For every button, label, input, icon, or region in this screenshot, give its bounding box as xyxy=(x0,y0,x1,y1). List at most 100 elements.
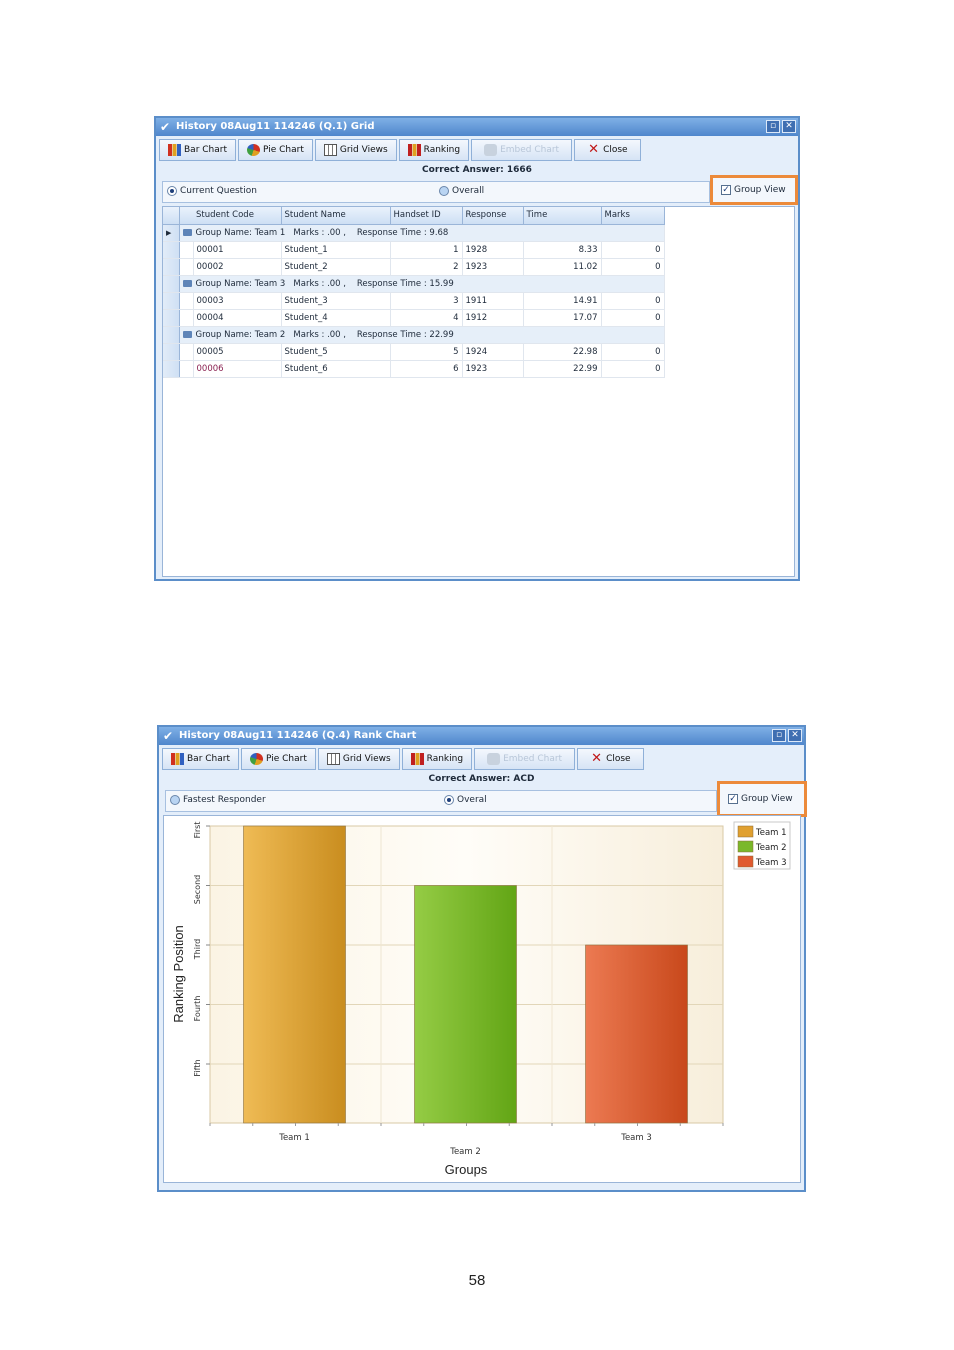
pie-chart-button[interactable]: Pie Chart xyxy=(237,139,313,161)
grid-views-button[interactable]: Grid Views xyxy=(317,748,400,770)
legend-swatch xyxy=(737,855,754,868)
collapse-icon[interactable] xyxy=(182,279,192,287)
table-row[interactable]: 00004 Student_4 4 1912 17.07 0 xyxy=(163,309,665,327)
window-title: History 08Aug11 114246 (Q.1) Grid xyxy=(176,121,375,132)
collapse-icon[interactable] xyxy=(182,330,192,338)
grid-header-row: Student Code Student Name Handset ID Res… xyxy=(163,207,665,225)
table-row[interactable]: 00002 Student_2 2 1923 11.02 0 xyxy=(163,258,665,276)
table-row[interactable]: 00003 Student_3 3 1911 14.91 0 xyxy=(163,292,665,310)
embed-icon xyxy=(487,753,501,765)
table-row[interactable]: 00001 Student_1 1 1928 8.33 0 xyxy=(163,241,665,259)
data-grid: Student Code Student Name Handset ID Res… xyxy=(162,206,795,577)
close-window-button[interactable]: ✕ xyxy=(782,120,796,133)
y-tick-label: Fifth xyxy=(193,1059,202,1076)
group-view-checkbox[interactable]: ✓ Group View xyxy=(717,781,807,817)
legend-label: Team 2 xyxy=(755,843,787,853)
grid-views-button[interactable]: Grid Views xyxy=(314,139,397,161)
chart-area: First Second Third Fourth Fifth Team 1 Team 2… xyxy=(163,815,801,1183)
grid-icon xyxy=(323,144,337,156)
radio-icon xyxy=(170,795,180,805)
row-indicator-header xyxy=(163,207,180,225)
col-response[interactable]: Response xyxy=(462,207,524,225)
close-icon: ✕ xyxy=(588,142,600,157)
options-bar: Current Question Overall xyxy=(162,181,710,203)
bar-chart-button[interactable]: Bar Chart xyxy=(159,139,236,161)
col-handset-id[interactable]: Handset ID xyxy=(390,207,463,225)
ranking-button[interactable]: Ranking xyxy=(401,748,473,770)
correct-answer: Correct Answer: ACD xyxy=(428,774,535,784)
fastest-responder-radio[interactable]: Fastest Responder xyxy=(170,795,266,805)
legend-swatch xyxy=(737,825,754,838)
y-tick-label: First xyxy=(193,822,202,839)
radio-selected-icon xyxy=(167,186,177,196)
y-tick-label: Fourth xyxy=(193,996,202,1022)
window-title: History 08Aug11 114246 (Q.4) Rank Chart xyxy=(179,730,417,741)
x-tick-label: Team 1 xyxy=(278,1133,310,1143)
overall-radio[interactable]: Overall xyxy=(439,186,484,196)
group-row[interactable]: Group Name: Team 2 Marks : .00 , Respons… xyxy=(163,326,665,344)
embed-chart-button[interactable]: Embed Chart xyxy=(471,139,573,161)
title-bar: ✔ History 08Aug11 114246 (Q.4) Rank Char… xyxy=(159,727,804,745)
bar[interactable] xyxy=(585,944,688,1124)
ranking-icon xyxy=(407,144,421,156)
x-axis-label: Groups xyxy=(445,1162,488,1177)
pie-chart-button[interactable]: Pie Chart xyxy=(240,748,316,770)
table-row[interactable]: 00005 Student_5 5 1924 22.98 0 xyxy=(163,343,665,361)
table-row[interactable]: 00006 Student_6 6 1923 22.99 0 xyxy=(163,360,665,378)
col-time[interactable]: Time xyxy=(523,207,602,225)
close-icon: ✕ xyxy=(591,751,603,766)
legend: Team 1 Team 2 Team 3 xyxy=(733,821,791,870)
current-row-arrow-icon: ▶ xyxy=(163,224,180,242)
checkbox-checked-icon: ✓ xyxy=(728,794,738,804)
radio-selected-icon xyxy=(444,795,454,805)
toolbar: Bar Chart Pie Chart Grid Views Ranking E… xyxy=(162,748,644,770)
ranking-icon xyxy=(410,753,424,765)
embed-chart-button[interactable]: Embed Chart xyxy=(474,748,576,770)
check-icon: ✔ xyxy=(160,120,171,134)
correct-answer: Correct Answer: 1666 xyxy=(422,165,532,175)
y-tick-label: Third xyxy=(193,939,202,960)
y-tick-label: Second xyxy=(193,875,202,904)
bar-chart-button[interactable]: Bar Chart xyxy=(162,748,239,770)
page-number: 58 xyxy=(468,1272,486,1289)
bar[interactable] xyxy=(243,825,346,1124)
col-marks[interactable]: Marks xyxy=(601,207,665,225)
col-student-name[interactable]: Student Name xyxy=(281,207,391,225)
ranking-button[interactable]: Ranking xyxy=(398,139,470,161)
options-bar: Fastest Responder Overal xyxy=(165,790,717,812)
col-student-code[interactable]: Student Code xyxy=(193,207,282,225)
rank-chart-window: ✔ History 08Aug11 114246 (Q.4) Rank Char… xyxy=(157,725,807,1192)
toolbar: Bar Chart Pie Chart Grid Views Ranking E… xyxy=(159,139,641,161)
bar[interactable] xyxy=(414,885,517,1124)
close-button[interactable]: ✕ Close xyxy=(577,748,644,770)
bar-chart-icon xyxy=(171,753,184,765)
checkbox-checked-icon: ✓ xyxy=(721,185,731,195)
maximize-button[interactable]: ▫ xyxy=(766,120,780,133)
x-tick-label: Team 3 xyxy=(620,1133,652,1143)
title-bar: ✔ History 08Aug11 114246 (Q.1) Grid ▫ ✕ xyxy=(156,118,798,136)
legend-label: Team 1 xyxy=(755,828,787,838)
indent-header xyxy=(179,207,193,225)
legend-label: Team 3 xyxy=(755,858,787,868)
y-axis-label: Ranking Position xyxy=(171,925,186,1023)
close-button[interactable]: ✕ Close xyxy=(574,139,641,161)
group-row[interactable]: ▶ Group Name: Team 1 Marks : .00 , Respo… xyxy=(163,224,665,242)
check-icon: ✔ xyxy=(163,729,174,743)
collapse-icon[interactable] xyxy=(182,228,192,236)
grid-icon xyxy=(326,753,340,765)
legend-swatch xyxy=(737,840,754,853)
pie-chart-icon xyxy=(246,144,260,156)
overall-radio[interactable]: Overal xyxy=(444,795,487,805)
current-question-radio[interactable]: Current Question xyxy=(167,186,257,196)
maximize-button[interactable]: ▫ xyxy=(772,729,786,742)
group-row[interactable]: Group Name: Team 3 Marks : .00 , Respons… xyxy=(163,275,665,293)
close-window-button[interactable]: ✕ xyxy=(788,729,802,742)
bar-chart-icon xyxy=(168,144,181,156)
rank-chart: First Second Third Fourth Fifth Team 1 Team 2… xyxy=(171,821,791,1177)
grid-window: ✔ History 08Aug11 114246 (Q.1) Grid ▫ ✕ … xyxy=(154,116,800,581)
group-view-checkbox[interactable]: ✓ Group View xyxy=(710,175,798,205)
embed-icon xyxy=(484,144,498,156)
radio-icon xyxy=(439,186,449,196)
x-tick-label: Team 2 xyxy=(449,1147,481,1157)
pie-chart-icon xyxy=(249,753,263,765)
